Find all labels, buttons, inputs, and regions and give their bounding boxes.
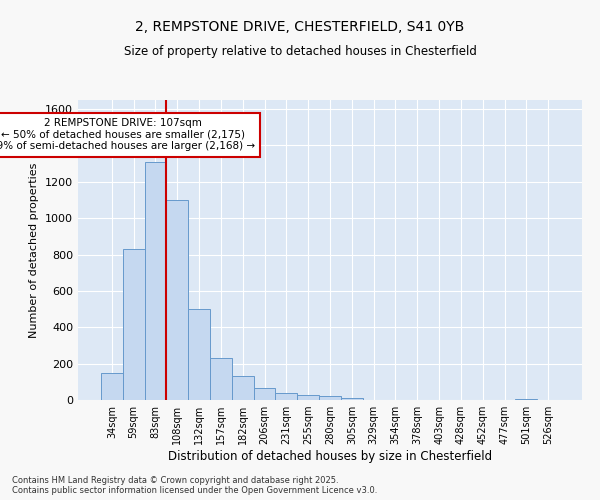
Bar (145, 162, 166, 400)
Bar (319, 396, 341, 400)
Bar (254, 388, 275, 400)
Text: Size of property relative to detached houses in Chesterfield: Size of property relative to detached ho… (124, 45, 476, 58)
Text: 2, REMPSTONE DRIVE, CHESTERFIELD, S41 0YB: 2, REMPSTONE DRIVE, CHESTERFIELD, S41 0Y… (136, 20, 464, 34)
Bar (232, 376, 254, 400)
Bar (341, 398, 363, 400)
Bar (297, 396, 319, 400)
X-axis label: Distribution of detached houses by size in Chesterfield: Distribution of detached houses by size … (168, 450, 492, 463)
Bar (515, 399, 537, 400)
Bar (101, 372, 123, 400)
Bar (188, 309, 210, 400)
Bar (166, 200, 188, 400)
Bar (275, 392, 297, 400)
Text: 2 REMPSTONE DRIVE: 107sqm
← 50% of detached houses are smaller (2,175)
49% of se: 2 REMPSTONE DRIVE: 107sqm ← 50% of detac… (0, 118, 255, 152)
Bar (210, 358, 232, 400)
Bar (123, 249, 145, 400)
Text: Contains HM Land Registry data © Crown copyright and database right 2025.
Contai: Contains HM Land Registry data © Crown c… (12, 476, 377, 495)
Y-axis label: Number of detached properties: Number of detached properties (29, 162, 40, 338)
